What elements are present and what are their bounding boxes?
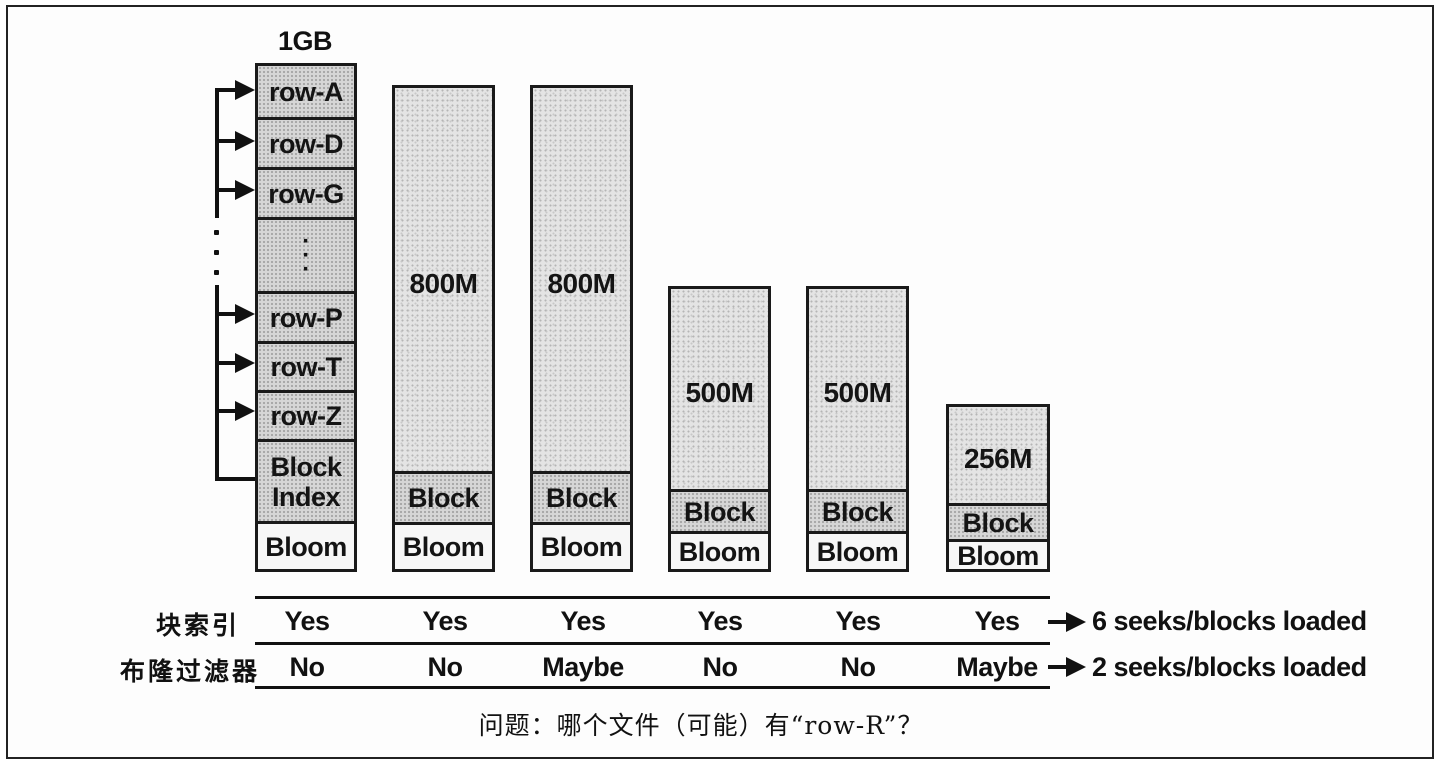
table-cell: Yes [560,606,606,636]
ellipsis-dot [214,250,219,255]
bloom-segment: Bloom [949,539,1047,571]
block-index-segment: Block [395,471,492,522]
file-size-label: 800M [547,268,616,299]
row-key-entry: row-P [258,291,354,341]
block-index-segment: Block [671,489,768,531]
pointer-arrow-icon [235,353,255,373]
row-label-block-index: 块索引 [155,612,240,640]
bloom-segment: Bloom [809,531,906,569]
table-cell: Yes [974,606,1020,636]
table-cell: Maybe [956,652,1038,682]
result-text: 2 seeks/blocks loaded [1092,652,1367,682]
ellipsis-dot [214,230,219,235]
bloom-segment: Bloom [533,522,630,569]
index-bracket-vertical-top [215,88,219,218]
table-cell: No [702,652,739,682]
table-cell: Yes [422,606,468,636]
table-cell: Maybe [542,652,624,682]
block-index-segment: Block [533,471,630,522]
store-file-500m: 500M Block Bloom [806,286,909,572]
table-cell: No [840,652,877,682]
table-cell: Yes [697,606,743,636]
result-text: 6 seeks/blocks loaded [1092,606,1367,636]
file-size-label: 800M [409,268,478,299]
pointer-arrow-icon [235,401,255,421]
result-arrow-icon [1066,612,1086,632]
index-bracket-bottom [215,477,257,481]
bloom-segment: Bloom [671,531,768,569]
store-file-800m: 800M Block Bloom [392,85,495,572]
store-file-500m: 500M Block Bloom [668,286,771,572]
table-cell: Yes [835,606,881,636]
bloom-segment: Bloom [258,521,354,569]
pointer-arrow-shaft [215,409,237,413]
file1-size-label: 1GB [277,26,333,56]
table-cell: No [289,652,326,682]
block-index-segment: Block [949,503,1047,539]
table-cell: No [427,652,464,682]
block-index-segment: Block Index [258,439,354,521]
store-file-800m: 800M Block Bloom [530,85,633,572]
row-key-entry: row-D [258,117,354,167]
row-key-entry: row-G [258,167,354,217]
store-file-256m: 256M Block Bloom [946,404,1050,572]
index-bracket-vertical-bottom [215,285,219,481]
pointer-arrow-shaft [215,312,237,316]
row-label-bloom-filter: 布隆过滤器 [119,658,260,686]
file-size-label: 500M [823,377,892,408]
row-key-entry: row-A [258,66,354,117]
file-size-label: 256M [963,443,1033,474]
result-arrow-icon [1066,657,1086,677]
table-rule-top [255,596,1050,599]
question-caption: 问题：哪个文件（可能）有“row-R”？ [478,711,924,740]
ellipsis-dot [214,270,219,275]
store-file-1gb: row-A row-D row-G · · · row-P row-T row-Z … [255,63,357,572]
vertical-ellipsis-icon: · · · [302,227,310,283]
pointer-arrow-icon [235,304,255,324]
row-key-entry: row-T [258,341,354,390]
result-arrow-shaft [1048,620,1068,624]
table-cell: Yes [284,606,330,636]
pointer-arrow-icon [235,131,255,151]
bloom-segment: Bloom [395,522,492,569]
block-index-segment: Block [809,489,906,531]
table-rule-middle [255,642,1050,645]
pointer-arrow-shaft [215,188,237,192]
file-size-label: 500M [685,377,754,408]
pointer-arrow-icon [235,80,255,100]
pointer-arrow-shaft [215,139,237,143]
result-arrow-shaft [1048,665,1068,669]
table-rule-bottom [255,686,1050,689]
pointer-arrow-icon [235,180,255,200]
pointer-arrow-shaft [215,88,237,92]
pointer-arrow-shaft [215,361,237,365]
row-key-entry: row-Z [258,390,354,439]
row-key-ellipsis: · · · [258,217,354,291]
